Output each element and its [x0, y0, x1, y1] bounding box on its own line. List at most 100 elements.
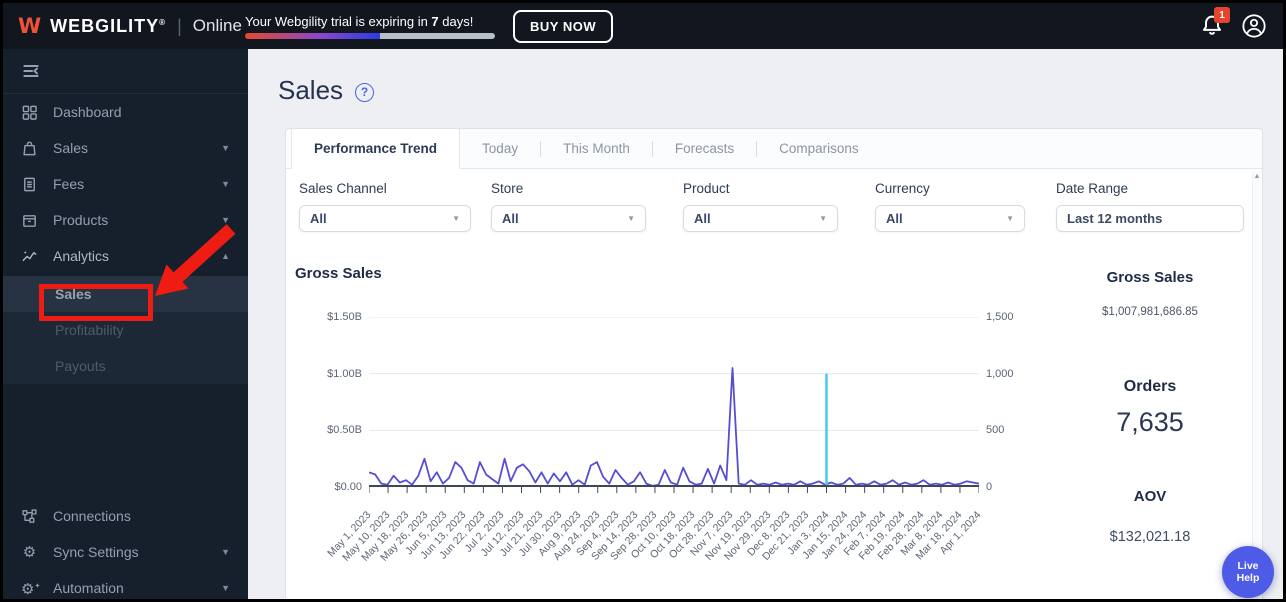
collapse-sidebar-icon: [23, 65, 39, 77]
product-box-icon: [23, 214, 36, 227]
brand-mode-label: Online: [192, 16, 242, 35]
brand-name: WEBGILITY®: [50, 15, 167, 36]
filter-label-product: Product: [683, 181, 730, 196]
stat-aov-label: AOV: [1133, 488, 1167, 505]
date-range-input[interactable]: Last 12 months: [1056, 205, 1244, 232]
tab-comparisons[interactable]: Comparisons: [757, 129, 881, 168]
subitem-label: Payouts: [55, 358, 106, 374]
sidebar-item-label: Connections: [53, 508, 131, 524]
trial-banner: Your Webgility trial is expiring in 7 da…: [245, 14, 495, 39]
sidebar-item-analytics[interactable]: Analytics ▲: [3, 238, 248, 274]
gross-sales-chart[interactable]: [368, 316, 980, 495]
tab-label: Forecasts: [674, 141, 735, 156]
right-axis-tick: 1,500: [986, 311, 1014, 323]
brand-logo[interactable]: W WEBGILITY® | Online: [3, 15, 242, 37]
tab-bar: Performance Trend Today This Month Forec…: [286, 129, 1262, 169]
notifications-button[interactable]: 1: [1199, 7, 1230, 39]
sidebar-item-automation[interactable]: ⚙✦ Automation ▼: [3, 570, 248, 599]
dropdown-value: All: [502, 211, 519, 226]
help-icon[interactable]: ?: [355, 82, 375, 102]
trend-line-icon: [22, 251, 37, 261]
stat-gross-sales-value: $1,007,981,686.85: [1102, 306, 1198, 318]
right-axis-tick: 0: [986, 481, 993, 493]
dropdown-value: All: [694, 211, 711, 226]
sidebar-spacer: [3, 384, 248, 498]
sidebar-collapse-button[interactable]: [3, 49, 248, 93]
sidebar-item-connections[interactable]: Connections: [3, 498, 248, 534]
chevron-down-icon: ▼: [819, 214, 827, 223]
shopping-bag-icon: [23, 141, 36, 155]
left-axis-tick: $1.50B: [327, 311, 362, 323]
chevron-down-icon: ▼: [221, 215, 230, 225]
network-icon: [22, 508, 37, 523]
sidebar-item-label: Dashboard: [53, 104, 122, 120]
chevron-down-icon: ▼: [627, 214, 635, 223]
filter-label-store: Store: [491, 181, 524, 196]
chevron-down-icon: ▼: [221, 179, 230, 189]
user-avatar-icon: [1242, 14, 1266, 38]
main-content: Sales ? Performance Trend Today This Mon…: [248, 49, 1283, 599]
dropdown-value: All: [310, 211, 327, 226]
account-button[interactable]: [1241, 13, 1267, 39]
tab-separator: [540, 140, 542, 157]
sidebar-divider: [3, 93, 248, 94]
tab-this-month[interactable]: This Month: [541, 129, 652, 168]
notification-badge: 1: [1214, 7, 1230, 23]
tab-label: Today: [482, 141, 519, 156]
analytics-card: Performance Trend Today This Month Forec…: [285, 128, 1263, 599]
left-axis-tick: $0.50B: [327, 424, 362, 437]
sidebar-item-label: Analytics: [53, 248, 110, 264]
trial-text: Your Webgility trial is expiring in 7 da…: [245, 13, 474, 29]
stat-orders-label: Orders: [1123, 378, 1177, 395]
currency-dropdown[interactable]: All ▼: [875, 205, 1025, 232]
brand-divider: |: [177, 15, 182, 36]
sidebar-item-sales[interactable]: Sales ▼: [3, 130, 248, 166]
filter-label-date-range: Date Range: [1056, 181, 1129, 196]
left-axis-tick: $0.00: [334, 481, 362, 493]
sidebar-item-products[interactable]: Products ▼: [3, 202, 248, 238]
chart-title: Gross Sales: [295, 265, 382, 282]
right-axis-tick: 1,000: [986, 367, 1014, 380]
x-axis-labels: May 1, 2023 May 10, 2023 May 18, 2023 May 2…: [325, 497, 983, 569]
live-help-button[interactable]: Live Help: [1222, 546, 1274, 598]
invoice-icon: [24, 177, 35, 191]
stat-orders-value: 7,635: [1116, 407, 1184, 437]
product-dropdown[interactable]: All ▼: [683, 205, 838, 232]
sidebar-item-label: Sync Settings: [53, 544, 139, 560]
buy-now-button[interactable]: BUY NOW: [513, 9, 614, 43]
subitem-label: Sales: [55, 286, 92, 302]
sidebar-item-label: Automation: [53, 580, 124, 596]
gear-sparkle-icon: ⚙✦: [21, 580, 41, 598]
chevron-down-icon: ▼: [221, 547, 230, 557]
chevron-down-icon: ▼: [221, 583, 230, 593]
tab-today[interactable]: Today: [460, 129, 540, 168]
sidebar: Dashboard Sales ▼ Fees ▼ Products ▼ Anal…: [3, 49, 248, 599]
tab-forecasts[interactable]: Forecasts: [653, 129, 756, 168]
chevron-down-icon: ▼: [1006, 214, 1014, 223]
store-dropdown[interactable]: All ▼: [491, 205, 646, 232]
stat-aov-value: $132,021.18: [1109, 529, 1191, 545]
sidebar-item-label: Fees: [53, 176, 85, 192]
gear-icon: ⚙: [22, 542, 37, 561]
dropdown-value: All: [886, 211, 903, 226]
sidebar-item-label: Products: [53, 212, 109, 228]
sidebar-item-fees[interactable]: Fees ▼: [3, 166, 248, 202]
tab-separator: [651, 140, 653, 157]
scroll-up-arrow-icon: ▲: [1253, 173, 1261, 180]
right-axis-tick: 500: [986, 424, 1005, 437]
sidebar-subitem-payouts[interactable]: Payouts: [3, 348, 248, 384]
tab-performance-trend[interactable]: Performance Trend: [291, 129, 461, 169]
card-scrollbar[interactable]: ▲: [1252, 172, 1261, 599]
chevron-down-icon: ▼: [452, 214, 460, 223]
sidebar-subitem-profitability[interactable]: Profitability: [3, 312, 248, 348]
sales-channel-dropdown[interactable]: All ▼: [299, 205, 471, 232]
sidebar-item-sync-settings[interactable]: ⚙ Sync Settings ▼: [3, 534, 248, 570]
trial-progress-bar: [245, 32, 495, 39]
sidebar-subitem-analytics-sales[interactable]: Sales: [3, 276, 248, 312]
chart-plot-area: [368, 316, 980, 493]
chevron-down-icon: ▼: [221, 143, 230, 153]
live-help-label: Live Help: [1236, 560, 1260, 584]
dashboard-grid-icon: [22, 105, 37, 120]
sidebar-item-dashboard[interactable]: Dashboard: [3, 94, 248, 130]
